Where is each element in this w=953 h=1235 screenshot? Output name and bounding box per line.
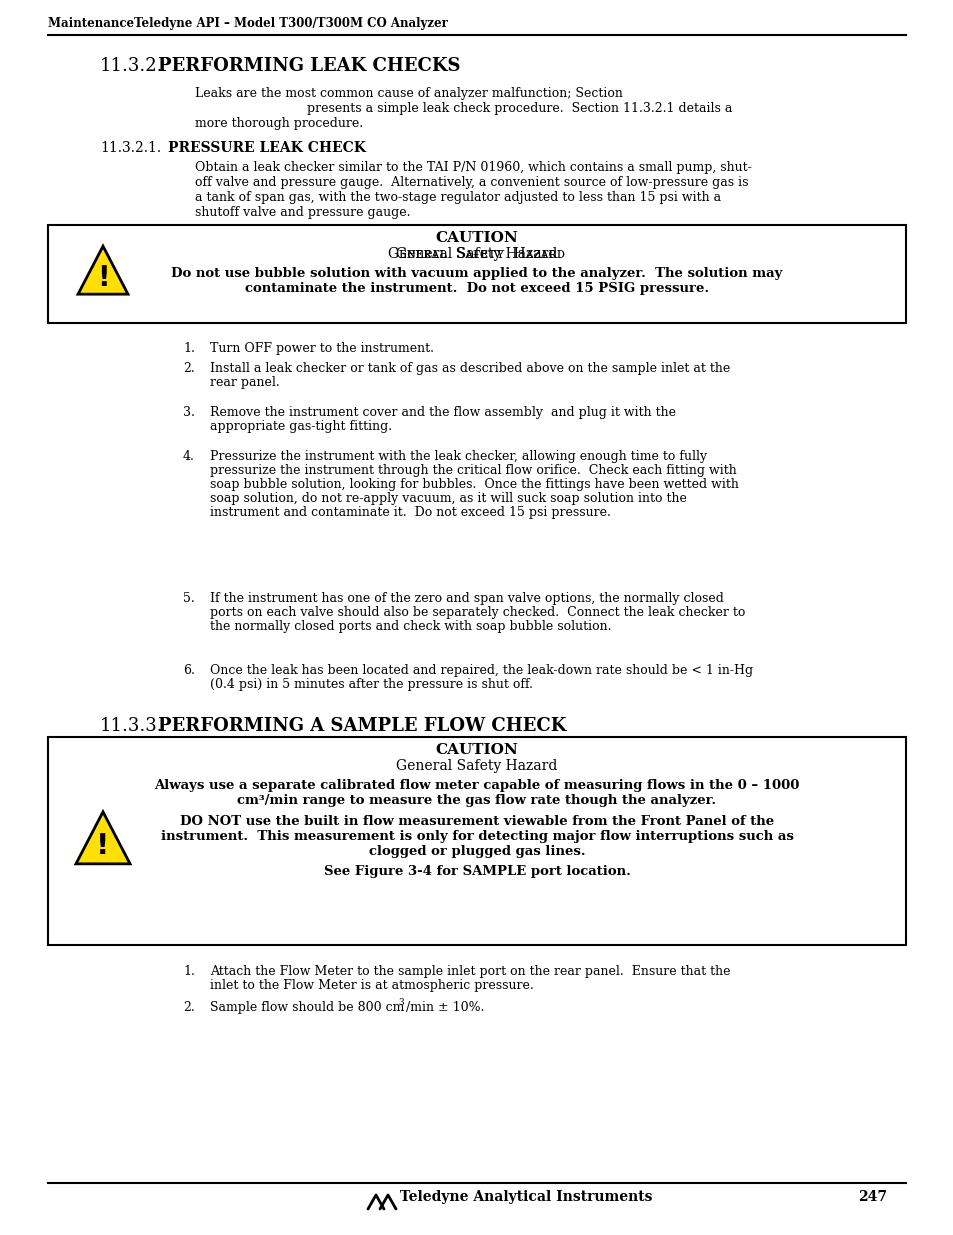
Text: shutoff valve and pressure gauge.: shutoff valve and pressure gauge. <box>194 206 410 219</box>
Text: ports on each valve should also be separately checked.  Connect the leak checker: ports on each valve should also be separ… <box>210 606 744 619</box>
Text: appropriate gas-tight fitting.: appropriate gas-tight fitting. <box>210 420 392 433</box>
Text: the normally closed ports and check with soap bubble solution.: the normally closed ports and check with… <box>210 620 611 634</box>
Text: 11.3.2.1.: 11.3.2.1. <box>100 141 161 156</box>
Text: 5.: 5. <box>183 592 194 605</box>
Text: 4.: 4. <box>183 450 194 463</box>
Text: 2.: 2. <box>183 362 194 375</box>
Text: instrument.  This measurement is only for detecting major flow interruptions suc: instrument. This measurement is only for… <box>160 830 793 844</box>
Text: inlet to the Flow Meter is at atmospheric pressure.: inlet to the Flow Meter is at atmospheri… <box>210 979 533 992</box>
Text: Always use a separate calibrated flow meter capable of measuring flows in the 0 : Always use a separate calibrated flow me… <box>154 779 799 792</box>
Text: (0.4 psi) in 5 minutes after the pressure is shut off.: (0.4 psi) in 5 minutes after the pressur… <box>210 678 533 692</box>
Text: cm³/min range to measure the gas flow rate though the analyzer.: cm³/min range to measure the gas flow ra… <box>237 794 716 806</box>
Text: !: ! <box>96 832 110 860</box>
Text: more thorough procedure.: more thorough procedure. <box>194 117 363 130</box>
Text: If the instrument has one of the zero and span valve options, the normally close: If the instrument has one of the zero an… <box>210 592 723 605</box>
Text: PERFORMING A SAMPLE FLOW CHECK: PERFORMING A SAMPLE FLOW CHECK <box>158 718 566 735</box>
Text: 11.3.3.: 11.3.3. <box>100 718 164 735</box>
Text: Once the leak has been located and repaired, the leak-down rate should be < 1 in: Once the leak has been located and repai… <box>210 664 752 677</box>
Text: Pressurize the instrument with the leak checker, allowing enough time to fully: Pressurize the instrument with the leak … <box>210 450 706 463</box>
Text: a tank of span gas, with the two-stage regulator adjusted to less than 15 psi wi: a tank of span gas, with the two-stage r… <box>194 191 720 204</box>
Polygon shape <box>76 811 130 863</box>
Text: CAUTION: CAUTION <box>436 231 517 245</box>
Text: Attach the Flow Meter to the sample inlet port on the rear panel.  Ensure that t: Attach the Flow Meter to the sample inle… <box>210 965 730 978</box>
Text: Turn OFF power to the instrument.: Turn OFF power to the instrument. <box>210 342 434 354</box>
Text: soap bubble solution, looking for bubbles.  Once the fittings have been wetted w: soap bubble solution, looking for bubble… <box>210 478 739 492</box>
Text: Remove the instrument cover and the flow assembly  and plug it with the: Remove the instrument cover and the flow… <box>210 406 676 419</box>
Text: clogged or plugged gas lines.: clogged or plugged gas lines. <box>368 845 585 858</box>
Text: Leaks are the most common cause of analyzer malfunction; Section: Leaks are the most common cause of analy… <box>194 86 622 100</box>
Text: DO NOT use the built in flow measurement viewable from the Front Panel of the: DO NOT use the built in flow measurement… <box>180 815 773 827</box>
Text: rear panel.: rear panel. <box>210 375 279 389</box>
Text: 3.: 3. <box>183 406 194 419</box>
Text: CAUTION: CAUTION <box>436 743 517 757</box>
Text: off valve and pressure gauge.  Alternatively, a convenient source of low-pressur: off valve and pressure gauge. Alternativ… <box>194 177 748 189</box>
Text: Install a leak checker or tank of gas as described above on the sample inlet at : Install a leak checker or tank of gas as… <box>210 362 729 375</box>
Text: See Figure 3-4 for SAMPLE port location.: See Figure 3-4 for SAMPLE port location. <box>323 864 630 878</box>
Text: contaminate the instrument.  Do not exceed 15 PSIG pressure.: contaminate the instrument. Do not excee… <box>245 282 708 295</box>
Text: Sample flow should be 800 cm: Sample flow should be 800 cm <box>210 1002 404 1014</box>
Text: MaintenanceTeledyne API – Model T300/T300M CO Analyzer: MaintenanceTeledyne API – Model T300/T30… <box>48 17 447 30</box>
Text: instrument and contaminate it.  Do not exceed 15 psi pressure.: instrument and contaminate it. Do not ex… <box>210 506 610 519</box>
FancyBboxPatch shape <box>48 225 905 324</box>
Text: Gᴇɴᴇʀᴀʟ  Sᴀғᴇᴛʏ  Hᴀzᴀʀᴅ: Gᴇɴᴇʀᴀʟ Sᴀғᴇᴛʏ Hᴀzᴀʀᴅ <box>388 247 565 261</box>
Text: presents a simple leak check procedure.  Section 11.3.2.1 details a: presents a simple leak check procedure. … <box>194 103 732 115</box>
Text: /min ± 10%.: /min ± 10%. <box>406 1002 484 1014</box>
Text: 2.: 2. <box>183 1002 194 1014</box>
Text: 1.: 1. <box>183 965 194 978</box>
Text: Teledyne Analytical Instruments: Teledyne Analytical Instruments <box>399 1191 652 1204</box>
Text: 11.3.2.: 11.3.2. <box>100 57 163 75</box>
Text: 247: 247 <box>857 1191 886 1204</box>
Text: 1.: 1. <box>183 342 194 354</box>
Text: pressurize the instrument through the critical flow orifice.  Check each fitting: pressurize the instrument through the cr… <box>210 464 736 477</box>
Polygon shape <box>78 246 128 294</box>
FancyBboxPatch shape <box>48 737 905 945</box>
Text: PRESSURE LEAK CHECK: PRESSURE LEAK CHECK <box>168 141 366 156</box>
Text: 6.: 6. <box>183 664 194 677</box>
Text: General Safety Hazard: General Safety Hazard <box>395 247 558 261</box>
Text: PERFORMING LEAK CHECKS: PERFORMING LEAK CHECKS <box>158 57 460 75</box>
Text: Obtain a leak checker similar to the TAI P/N 01960, which contains a small pump,: Obtain a leak checker similar to the TAI… <box>194 161 751 174</box>
Text: Do not use bubble solution with vacuum applied to the analyzer.  The solution ma: Do not use bubble solution with vacuum a… <box>172 267 781 280</box>
Text: !: ! <box>96 264 110 291</box>
Text: 3: 3 <box>397 998 403 1007</box>
Text: soap solution, do not re-apply vacuum, as it will suck soap solution into the: soap solution, do not re-apply vacuum, a… <box>210 492 686 505</box>
Text: General Safety Hazard: General Safety Hazard <box>395 760 558 773</box>
